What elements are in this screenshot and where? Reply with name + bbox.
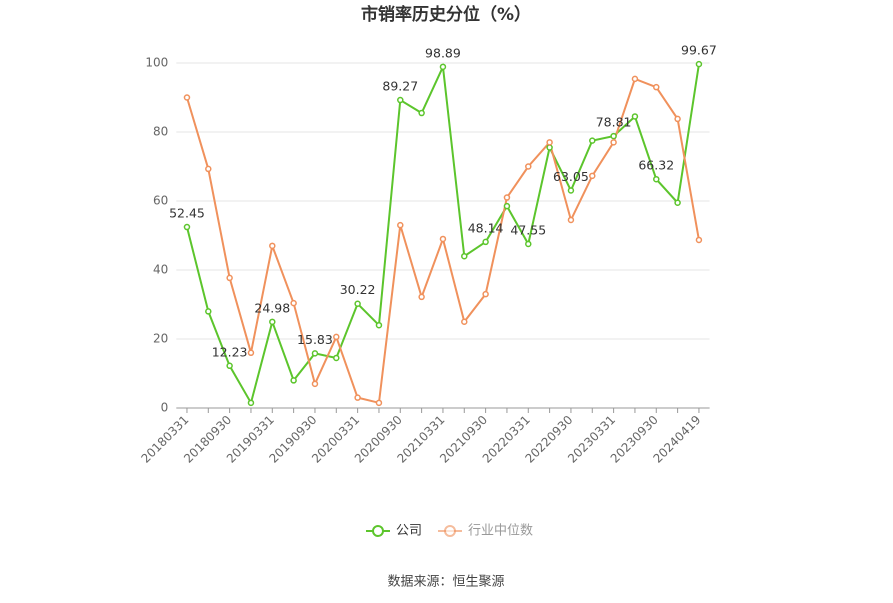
point <box>631 75 639 83</box>
point <box>226 274 233 282</box>
point <box>290 377 297 384</box>
y-tick-label: 80 <box>153 125 168 139</box>
point <box>333 333 340 341</box>
y-tick-label: 100 <box>145 56 168 70</box>
point <box>674 199 681 206</box>
data-label: 98.89 <box>425 45 461 60</box>
data-label: 63.05 <box>553 169 589 184</box>
point <box>482 238 489 246</box>
point <box>375 399 383 407</box>
point <box>546 144 553 151</box>
point <box>205 308 212 315</box>
point <box>290 299 297 307</box>
source: 数据来源：恒生聚源 <box>387 575 504 590</box>
point <box>610 139 617 146</box>
legend-marker <box>444 525 456 537</box>
legend-marker <box>372 525 384 537</box>
point <box>461 252 468 260</box>
point <box>567 187 575 194</box>
legend-item: 行业中位数 <box>438 524 533 539</box>
point <box>610 132 617 140</box>
data-label: 30.22 <box>340 282 376 297</box>
point <box>418 109 425 117</box>
point <box>311 380 319 388</box>
point <box>354 300 361 307</box>
data-label: 99.67 <box>681 43 717 58</box>
point <box>226 362 233 370</box>
point <box>269 318 276 326</box>
data-label: 12.23 <box>212 344 248 359</box>
point <box>183 223 191 231</box>
point <box>397 96 404 104</box>
point <box>525 163 532 170</box>
point <box>354 394 361 401</box>
data-label: 48.14 <box>468 220 504 235</box>
point <box>503 194 511 201</box>
point <box>525 240 532 248</box>
point <box>333 354 340 362</box>
point <box>311 350 319 357</box>
point <box>695 60 703 68</box>
point <box>269 242 276 250</box>
point <box>183 94 191 101</box>
point <box>567 216 575 224</box>
point <box>247 399 255 407</box>
y-tick-label: 60 <box>153 194 168 208</box>
data-label: 89.27 <box>382 79 418 94</box>
data-label: 24.98 <box>254 300 290 315</box>
point <box>631 113 639 120</box>
point <box>589 172 596 180</box>
point <box>653 83 660 91</box>
point <box>397 221 404 229</box>
point <box>674 115 681 123</box>
y-tick-label: 20 <box>153 332 168 346</box>
data-label: 47.55 <box>510 222 546 237</box>
legend-item: 公司 <box>366 524 422 539</box>
point <box>439 235 447 243</box>
legend-label: 行业中位数 <box>468 524 533 539</box>
data-label: 15.83 <box>297 332 333 347</box>
data-label: 78.81 <box>596 115 632 130</box>
y-tick-label: 40 <box>153 263 168 277</box>
point <box>546 139 553 146</box>
y-tick-label: 0 <box>161 401 169 415</box>
point <box>205 165 212 173</box>
point <box>439 63 447 71</box>
data-label: 66.32 <box>638 158 674 173</box>
chart-title: 市销率历史分位（%） <box>361 4 531 25</box>
point <box>503 202 511 210</box>
point <box>375 321 383 329</box>
data-label: 52.45 <box>169 206 205 221</box>
point <box>247 349 255 357</box>
point <box>482 290 489 298</box>
point <box>461 318 468 325</box>
point <box>589 137 596 144</box>
point <box>695 236 703 244</box>
point <box>418 293 425 301</box>
legend-label: 公司 <box>396 524 422 539</box>
point <box>653 175 660 183</box>
